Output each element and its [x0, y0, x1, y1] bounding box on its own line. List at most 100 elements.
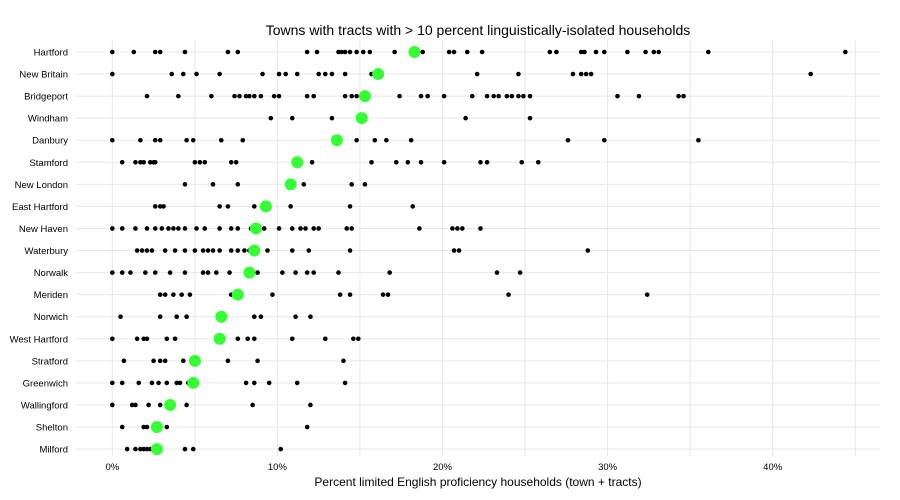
tract-point	[337, 292, 343, 297]
town-point	[231, 288, 244, 301]
tract-point	[516, 93, 521, 99]
tract-point	[451, 248, 457, 253]
tract-point	[615, 93, 620, 99]
town-point	[372, 68, 385, 81]
tract-point	[625, 49, 630, 55]
tract-point	[289, 115, 295, 121]
y-tick-label: New Britain	[19, 70, 68, 81]
tract-point	[491, 93, 496, 99]
grid-lines	[76, 40, 880, 456]
tract-point	[706, 49, 711, 55]
tract-point	[119, 226, 125, 231]
tract-point	[147, 160, 153, 165]
tract-point	[157, 137, 163, 143]
tract-point	[418, 160, 424, 165]
tract-point	[288, 204, 293, 209]
tract-point	[228, 226, 234, 231]
tract-point	[527, 115, 533, 121]
tract-point	[233, 160, 239, 165]
y-tick-label: Greenwich	[23, 378, 68, 389]
tract-point	[157, 402, 163, 408]
tract-point	[250, 402, 255, 408]
tract-point	[601, 49, 607, 55]
tract-point	[118, 314, 123, 320]
tract-point	[316, 226, 321, 231]
tract-point	[237, 93, 242, 99]
tract-point	[133, 226, 138, 231]
tract-point	[210, 248, 216, 253]
tract-point	[192, 248, 198, 253]
tract-point	[314, 49, 320, 55]
tract-point	[144, 248, 150, 253]
tract-point	[301, 182, 307, 187]
tract-point	[420, 49, 425, 55]
tract-point	[179, 292, 184, 297]
tract-point	[182, 270, 188, 275]
tract-point	[570, 71, 576, 77]
tract-point	[636, 93, 642, 99]
tract-point	[156, 380, 161, 386]
tract-point	[190, 137, 196, 143]
tract-point	[133, 446, 138, 452]
y-tick-label: Stratford	[32, 356, 68, 367]
tract-point	[565, 137, 571, 143]
tract-point	[405, 160, 411, 165]
tract-point	[205, 270, 211, 275]
tract-point	[217, 71, 222, 77]
tract-point	[182, 248, 188, 253]
town-point	[150, 421, 163, 434]
tract-point	[322, 71, 328, 77]
tract-point	[309, 160, 315, 165]
tract-point	[214, 270, 219, 275]
tract-point	[176, 226, 181, 231]
tract-point	[329, 115, 335, 121]
tract-point	[293, 314, 298, 320]
tract-point	[261, 226, 267, 231]
tract-point	[304, 270, 310, 275]
tract-point	[410, 204, 416, 209]
tract-point	[354, 49, 359, 55]
tract-point	[342, 93, 348, 99]
tract-point	[308, 402, 313, 408]
tract-point	[479, 49, 485, 55]
tract-point	[184, 402, 189, 408]
tract-point	[141, 336, 146, 342]
tract-point	[484, 160, 490, 165]
tract-point	[521, 93, 526, 99]
tract-point	[258, 314, 264, 320]
tract-point	[356, 336, 361, 342]
tract-point	[138, 446, 143, 452]
y-tick-label: Hartford	[34, 48, 68, 59]
tract-point	[456, 248, 462, 253]
tract-point	[161, 204, 166, 209]
tract-point	[258, 93, 264, 99]
town-point	[330, 134, 343, 147]
tract-point	[172, 248, 178, 253]
tract-point	[202, 160, 208, 165]
tract-point	[119, 424, 125, 430]
tract-point	[494, 270, 500, 275]
tract-point	[149, 380, 155, 386]
tract-point	[283, 71, 288, 77]
tract-point	[235, 182, 241, 187]
tract-point	[243, 380, 249, 386]
tract-point	[129, 402, 135, 408]
tract-point	[209, 93, 214, 99]
tract-point	[308, 314, 313, 320]
tract-point	[144, 424, 150, 430]
tract-point	[141, 160, 146, 165]
tract-point	[347, 49, 353, 55]
tract-point	[351, 336, 356, 342]
town-points	[150, 46, 421, 456]
tract-point	[304, 49, 310, 55]
tract-point	[316, 71, 321, 77]
tract-point	[251, 204, 257, 209]
tract-point	[441, 160, 447, 165]
tract-point	[696, 137, 701, 143]
tract-point	[349, 182, 355, 187]
tract-point	[446, 49, 452, 55]
tract-point	[585, 248, 591, 253]
town-point	[213, 332, 226, 345]
tract-point	[336, 270, 341, 275]
tract-point	[808, 71, 813, 77]
